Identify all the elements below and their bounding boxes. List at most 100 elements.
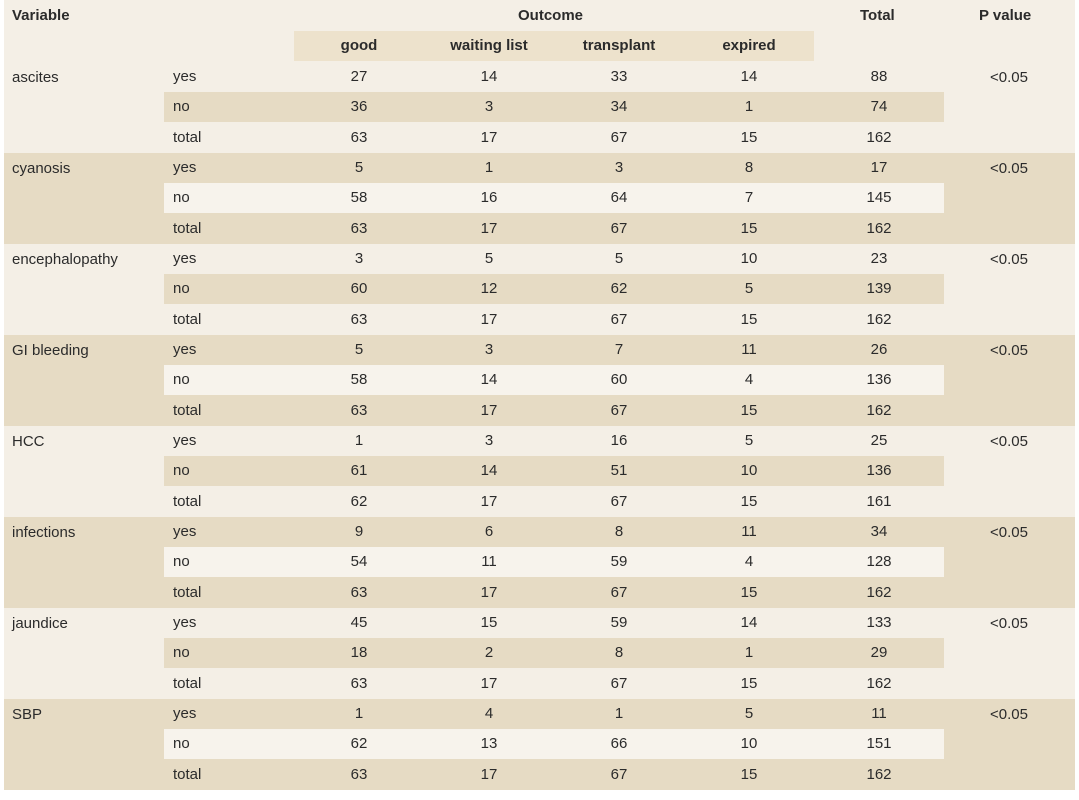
table-row: no 62 13 66 10 151 bbox=[164, 729, 944, 759]
row-label: yes bbox=[173, 341, 197, 358]
variable-label: GI bleeding bbox=[12, 342, 89, 359]
cell-total: 151 bbox=[866, 735, 892, 752]
table-row: total 63 17 67 15 162 bbox=[164, 305, 944, 335]
cell-expired: 10 bbox=[740, 735, 758, 752]
cell-total: 17 bbox=[870, 159, 888, 176]
row-label: total bbox=[173, 675, 202, 692]
cell-waiting-list: 3 bbox=[484, 432, 494, 449]
cell-transplant: 67 bbox=[610, 311, 628, 328]
cell-transplant: 64 bbox=[610, 189, 628, 206]
cell-good: 61 bbox=[350, 462, 368, 479]
cell-total: 162 bbox=[866, 402, 892, 419]
cell-expired: 10 bbox=[740, 462, 758, 479]
cell-expired: 5 bbox=[744, 280, 754, 297]
cell-transplant: 67 bbox=[610, 675, 628, 692]
table-body: ascites <0.05 yes 27 14 33 14 88 no 36 3 34 1 74 total… bbox=[4, 62, 1075, 790]
row-label: yes bbox=[173, 705, 197, 722]
cell-transplant: 7 bbox=[614, 341, 624, 358]
p-value-cell: <0.05 bbox=[990, 433, 1028, 450]
cell-good: 63 bbox=[350, 311, 368, 328]
table-row: total 63 17 67 15 162 bbox=[164, 578, 944, 608]
table-row: yes 1 4 1 5 11 bbox=[164, 699, 944, 729]
table-row: no 54 11 59 4 128 bbox=[164, 547, 944, 577]
cell-transplant: 67 bbox=[610, 766, 628, 783]
table-row: total 63 17 67 15 162 bbox=[164, 214, 944, 244]
cell-total: 162 bbox=[866, 220, 892, 237]
cell-good: 5 bbox=[354, 341, 364, 358]
p-value-cell: <0.05 bbox=[990, 251, 1028, 268]
cell-expired: 5 bbox=[744, 432, 754, 449]
outcome-subheader: good waiting list transplant expired bbox=[294, 31, 814, 61]
cell-total: 162 bbox=[866, 311, 892, 328]
table-row: yes 5 3 7 11 26 bbox=[164, 335, 944, 365]
header-expired: expired bbox=[722, 37, 776, 54]
cell-transplant: 60 bbox=[610, 371, 628, 388]
cell-good: 58 bbox=[350, 189, 368, 206]
cell-waiting-list: 3 bbox=[484, 98, 494, 115]
cell-total: 162 bbox=[866, 766, 892, 783]
table-row: yes 3 5 5 10 23 bbox=[164, 244, 944, 274]
cell-expired: 7 bbox=[744, 189, 754, 206]
cell-total: 162 bbox=[866, 675, 892, 692]
cell-transplant: 59 bbox=[610, 614, 628, 631]
row-label: yes bbox=[173, 68, 197, 85]
row-label: yes bbox=[173, 523, 197, 540]
row-label: total bbox=[173, 493, 202, 510]
row-label: no bbox=[173, 280, 190, 297]
cell-total: 161 bbox=[866, 493, 892, 510]
row-label: no bbox=[173, 462, 190, 479]
cell-waiting-list: 17 bbox=[480, 129, 498, 146]
cell-waiting-list: 16 bbox=[480, 189, 498, 206]
row-label: total bbox=[173, 766, 202, 783]
table-row: total 62 17 67 15 161 bbox=[164, 487, 944, 517]
row-label: no bbox=[173, 644, 190, 661]
cell-expired: 15 bbox=[740, 675, 758, 692]
cell-waiting-list: 15 bbox=[480, 614, 498, 631]
cell-transplant: 8 bbox=[614, 644, 624, 661]
variable-label: encephalopathy bbox=[12, 251, 118, 268]
cell-total: 23 bbox=[870, 250, 888, 267]
row-label: yes bbox=[173, 432, 197, 449]
variable-label: infections bbox=[12, 524, 76, 541]
variable-group: infections <0.05 yes 9 6 8 11 34 no 54 11 59 4 128 tot… bbox=[4, 517, 1075, 608]
cell-good: 36 bbox=[350, 98, 368, 115]
cell-expired: 15 bbox=[740, 311, 758, 328]
table-row: total 63 17 67 15 162 bbox=[164, 760, 944, 790]
p-value-cell: <0.05 bbox=[990, 615, 1028, 632]
header-variable: Variable bbox=[12, 7, 70, 24]
variable-group: encephalopathy <0.05 yes 3 5 5 10 23 no 60 12 62 5 13… bbox=[4, 244, 1075, 335]
cell-total: 88 bbox=[870, 68, 888, 85]
cell-good: 9 bbox=[354, 523, 364, 540]
row-label: total bbox=[173, 220, 202, 237]
variable-group: cyanosis <0.05 yes 5 1 3 8 17 no 58 16 64 7 145 total 6… bbox=[4, 153, 1075, 244]
cell-expired: 15 bbox=[740, 220, 758, 237]
cell-transplant: 8 bbox=[614, 523, 624, 540]
row-label: no bbox=[173, 189, 190, 206]
table-row: yes 1 3 16 5 25 bbox=[164, 426, 944, 456]
cell-good: 58 bbox=[350, 371, 368, 388]
row-label: yes bbox=[173, 250, 197, 267]
cell-transplant: 1 bbox=[614, 705, 624, 722]
cell-expired: 14 bbox=[740, 614, 758, 631]
cell-waiting-list: 13 bbox=[480, 735, 498, 752]
cell-total: 11 bbox=[871, 705, 887, 722]
table-row: yes 9 6 8 11 34 bbox=[164, 517, 944, 547]
cell-total: 145 bbox=[866, 189, 892, 206]
cell-waiting-list: 17 bbox=[480, 220, 498, 237]
cell-waiting-list: 4 bbox=[484, 705, 494, 722]
header-total: Total bbox=[860, 7, 895, 24]
cell-expired: 15 bbox=[740, 493, 758, 510]
cell-total: 25 bbox=[870, 432, 888, 449]
cell-expired: 4 bbox=[744, 371, 754, 388]
cell-transplant: 67 bbox=[610, 584, 628, 601]
cell-expired: 15 bbox=[740, 129, 758, 146]
cell-waiting-list: 17 bbox=[480, 766, 498, 783]
cell-transplant: 67 bbox=[610, 129, 628, 146]
variable-group: HCC <0.05 yes 1 3 16 5 25 no 61 14 51 10 136 total 62 17… bbox=[4, 426, 1075, 517]
row-label: total bbox=[173, 129, 202, 146]
cell-transplant: 51 bbox=[610, 462, 628, 479]
header-p-value: P value bbox=[979, 7, 1032, 24]
table-row: no 18 2 8 1 29 bbox=[164, 638, 944, 668]
header-outcome: Outcome bbox=[518, 7, 584, 24]
